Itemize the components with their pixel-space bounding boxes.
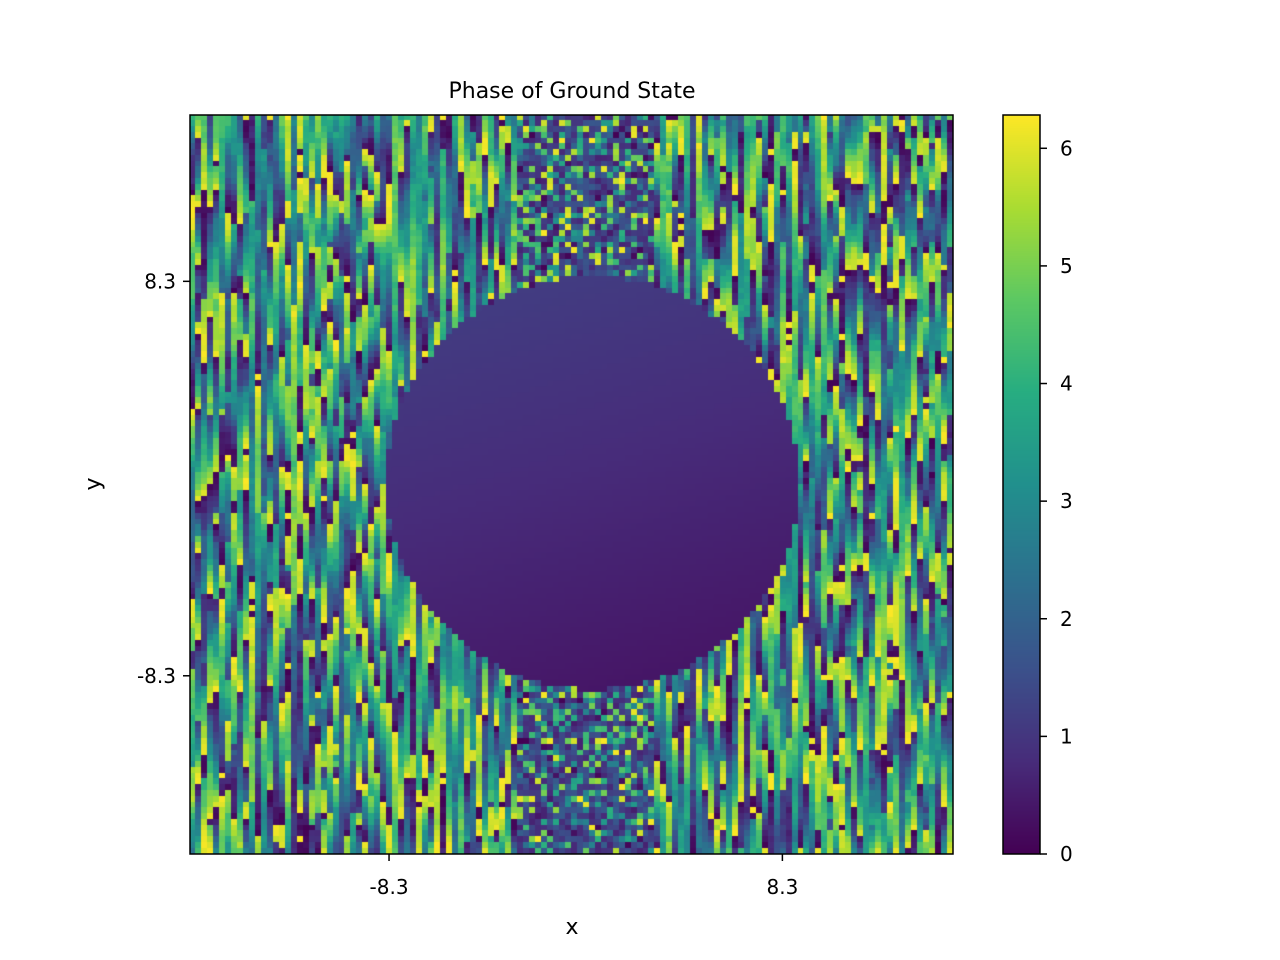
plot-frame: [189, 114, 954, 855]
phase-heatmap: [190, 115, 953, 854]
y-axis-label: y: [81, 477, 106, 490]
y-axis: 8.3 -8.3: [137, 269, 190, 688]
y-tick-label: 8.3: [144, 269, 176, 293]
colorbar-tick-label: 0: [1060, 842, 1073, 866]
x-axis-label: x: [565, 915, 578, 940]
colorbar-ticks: 0 1 2 3 4 5 6: [1040, 136, 1073, 866]
colorbar-tick-label: 3: [1060, 489, 1073, 513]
colorbar-frame: [1002, 114, 1041, 855]
colorbar-tick-label: 2: [1060, 607, 1073, 631]
y-tick-label: -8.3: [137, 664, 176, 688]
colorbar-tick-label: 6: [1060, 136, 1073, 160]
colorbar-tick-label: 5: [1060, 254, 1073, 278]
x-tick-label: -8.3: [370, 875, 409, 899]
x-tick-label: 8.3: [766, 875, 798, 899]
colorbar-gradient: [1003, 115, 1040, 854]
colorbar: 0 1 2 3 4 5 6: [1002, 114, 1073, 866]
colorbar-tick-label: 1: [1060, 724, 1073, 748]
chart-title: Phase of Ground State: [448, 79, 695, 104]
colorbar-tick-label: 4: [1060, 372, 1073, 396]
x-axis: -8.3 8.3: [370, 854, 798, 899]
heatmap-plot-area: [189, 114, 954, 855]
